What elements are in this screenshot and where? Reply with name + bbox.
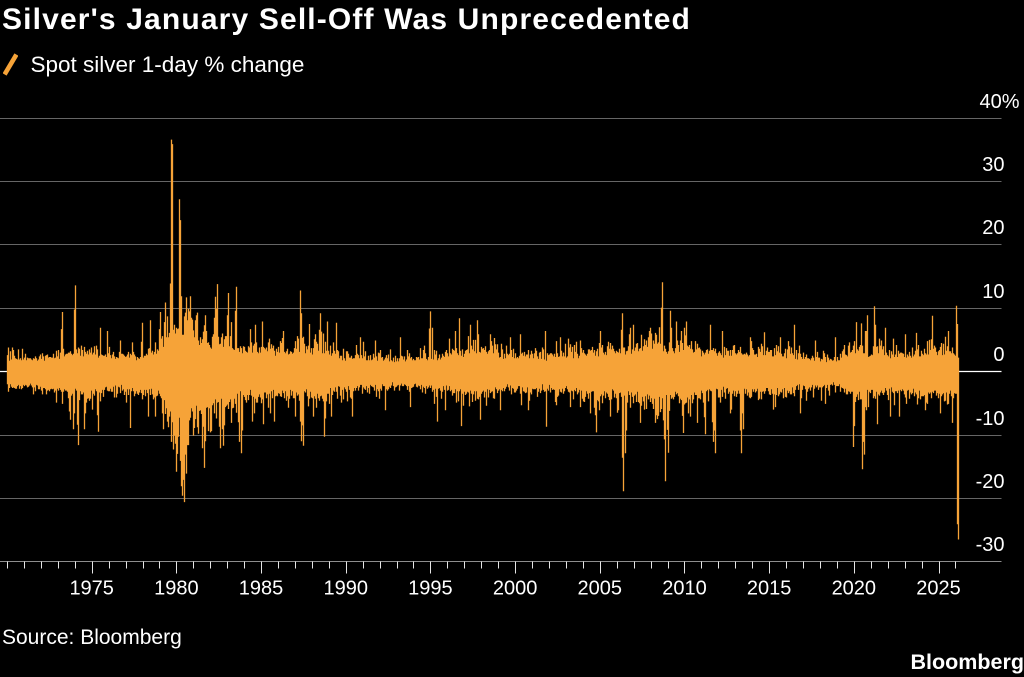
x-axis-label: 2010	[662, 578, 707, 600]
y-axis-label: 10	[982, 281, 1004, 303]
legend-label: Spot silver 1-day % change	[30, 52, 305, 77]
series-bars	[6, 139, 960, 540]
chart-header: Silver's January Sell-Off Was Unpreceden…	[2, 2, 691, 38]
x-axis-label: 1980	[154, 578, 199, 600]
y-axis-label: -10	[976, 408, 1005, 430]
x-axis-label: 2005	[578, 578, 623, 600]
y-axis-label: 0	[993, 344, 1004, 366]
bloomberg-wordmark: Bloomberg	[910, 650, 1024, 674]
y-axis-label: 20	[982, 217, 1004, 239]
y-axis-label: 30	[982, 154, 1004, 176]
y-axis-label: 40%	[979, 91, 1019, 113]
x-axis-label: 1975	[69, 578, 114, 600]
y-axis-label: -20	[976, 471, 1005, 493]
source-note: Source: Bloomberg	[2, 626, 182, 649]
legend: Spot silver 1-day % change	[3, 52, 305, 77]
legend-slash-icon	[3, 53, 18, 76]
x-axis-label: 2000	[493, 578, 538, 600]
x-axis-label: 1985	[239, 578, 284, 600]
y-axis-label: -30	[976, 534, 1005, 556]
x-axis-label: 2015	[747, 578, 792, 600]
x-axis-label: 1995	[408, 578, 453, 600]
chart-title: Silver's January Sell-Off Was Unpreceden…	[2, 3, 692, 36]
x-axis-label: 2020	[832, 578, 877, 600]
x-axis-label: 2025	[916, 578, 961, 600]
x-axis-label: 1990	[323, 578, 368, 600]
